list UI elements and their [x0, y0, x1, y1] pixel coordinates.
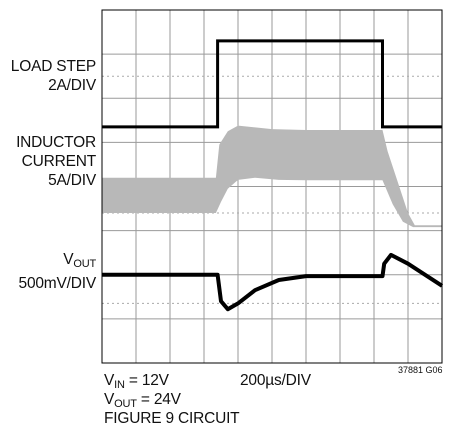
label-vout-scale: 500mV/DIV [18, 275, 97, 292]
label-load-step: LOAD STEP 2A/DIV [0, 57, 96, 95]
footer-time-div-text: 200µs/DIV [240, 372, 311, 389]
footer-vin-sub: IN [114, 379, 125, 391]
footer-vin-v: V [104, 372, 115, 389]
label-current-text: CURRENT [21, 153, 97, 170]
label-load-step-scale: 2A/DIV [48, 77, 96, 94]
figure-code: 37881 G06 [398, 365, 443, 375]
label-vout: VOUT 500mV/DIV [0, 250, 97, 293]
label-vout-sub: OUT [73, 258, 96, 270]
label-load-step-text: LOAD STEP [10, 58, 96, 75]
label-inductor-text: INDUCTOR [16, 134, 96, 151]
footer-vin-value: = 12V [124, 372, 169, 389]
figure-code-text: 37881 G06 [398, 365, 443, 375]
trace-vout [102, 252, 444, 312]
footer-vout-sub: OUT [114, 398, 137, 410]
label-inductor-current: INDUCTOR CURRENT 5A/DIV [0, 133, 96, 190]
label-vout-v: V [63, 251, 74, 268]
trace-inductor-current [102, 125, 442, 228]
footer-vout-v: V [104, 391, 115, 408]
footer-circuit-text: FIGURE 9 CIRCUIT [104, 410, 240, 427]
plot-frame [101, 9, 443, 364]
trace-load-step [102, 39, 442, 129]
traces [102, 39, 444, 312]
footer-vin: VIN = 12V [104, 372, 169, 394]
footer-vout: VOUT = 24V [104, 391, 181, 413]
footer-time-div: 200µs/DIV [240, 372, 311, 389]
footer-circuit: FIGURE 9 CIRCUIT [104, 410, 240, 427]
label-inductor-scale: 5A/DIV [48, 172, 96, 189]
footer-vout-value: = 24V [136, 391, 181, 408]
